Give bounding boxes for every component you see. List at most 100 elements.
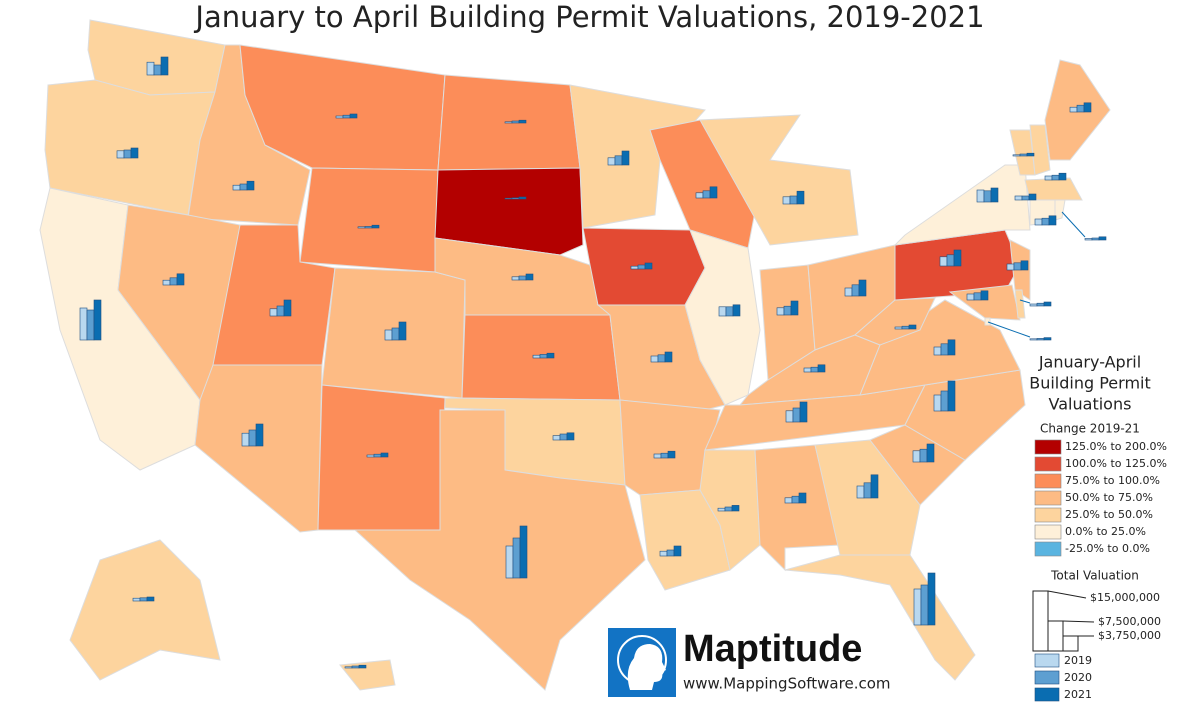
valuation-bar	[630, 265, 639, 270]
valuation-bar	[358, 664, 367, 669]
valuation-bar	[398, 321, 407, 341]
valuation-bar	[248, 429, 257, 447]
valuation-bar	[940, 343, 949, 356]
valuation-bar	[153, 64, 162, 76]
valuation-bar	[246, 180, 255, 191]
logo-name: Maptitude	[683, 628, 862, 670]
valuation-bar	[644, 262, 653, 270]
valuation-bar	[559, 433, 568, 441]
valuation-bar	[1091, 237, 1100, 241]
legend-label: -25.0% to 0.0%	[1065, 542, 1150, 555]
valuation-bar	[657, 354, 666, 363]
valuation-bar	[384, 329, 393, 341]
valuation-bar	[702, 190, 711, 199]
valuation-bar	[283, 299, 292, 317]
year-label: 2020	[1064, 671, 1092, 684]
valuation-bar	[366, 454, 375, 458]
valuation-bar	[504, 197, 513, 200]
legend-subtitle: Change 2019-21	[1040, 422, 1140, 436]
legend-title: Valuations	[1049, 395, 1132, 414]
valuation-bar	[518, 275, 527, 281]
valuation-bar	[1013, 262, 1022, 271]
valuation-bar	[512, 537, 521, 579]
valuation-bar	[139, 597, 148, 602]
valuation-bar	[607, 157, 616, 166]
valuation-bar	[79, 307, 88, 341]
valuation-bar	[1098, 236, 1107, 241]
valuation-bar	[546, 352, 555, 359]
valuation-bar	[973, 292, 982, 301]
valuation-bar	[783, 305, 792, 316]
state	[904, 369, 1026, 461]
valuation-bar	[614, 155, 623, 166]
valuation-bar	[373, 453, 382, 458]
valuation-bar	[160, 56, 169, 76]
valuation-bar	[146, 61, 155, 76]
valuation-bar	[790, 300, 799, 316]
state	[434, 167, 584, 256]
valuation-bar	[990, 187, 999, 203]
valuation-bar	[1043, 337, 1052, 341]
valuation-bar	[519, 525, 528, 579]
valuation-bar	[673, 545, 682, 557]
valuation-bar	[511, 197, 520, 200]
valuation-bar	[1019, 153, 1028, 157]
valuation-bar	[724, 506, 733, 512]
year-label: 2021	[1064, 688, 1092, 701]
valuation-bar	[863, 482, 872, 499]
valuation-bar	[241, 432, 250, 447]
valuation-bar	[731, 505, 740, 512]
legend-swatch	[1034, 456, 1062, 472]
valuation-bar	[798, 492, 807, 504]
valuation-bar	[791, 495, 800, 504]
state	[69, 539, 221, 681]
valuation-bar	[130, 147, 139, 159]
valuation-bar	[391, 327, 400, 341]
state	[1029, 124, 1051, 176]
valuation-bar	[912, 450, 921, 463]
valuation-bar	[803, 367, 812, 373]
legend-title: Building Permit	[1029, 374, 1151, 393]
valuation-bar	[1034, 218, 1043, 226]
valuation-bar	[525, 273, 534, 281]
valuation-bar	[123, 149, 132, 159]
legend-title: January-April	[1038, 353, 1141, 372]
valuation-bar	[504, 121, 513, 124]
valuation-bar	[732, 304, 741, 317]
valuation-bar	[653, 453, 662, 459]
legend-label: 0.0% to 25.0%	[1065, 525, 1146, 538]
size-leader	[1047, 590, 1087, 599]
valuation-bar	[351, 665, 360, 669]
valuation-bar	[1012, 154, 1021, 157]
state	[699, 114, 859, 246]
valuation-bar	[146, 596, 155, 602]
valuation-bar	[901, 325, 910, 330]
valuation-bar	[162, 279, 171, 286]
valuation-bar	[908, 324, 917, 330]
valuation-bar	[116, 150, 125, 159]
legend-label: 50.0% to 75.0%	[1065, 491, 1153, 504]
valuation-bar	[947, 380, 956, 412]
valuation-bar	[718, 306, 727, 317]
valuation-bar	[666, 549, 675, 557]
valuation-bar	[349, 113, 358, 119]
valuation-bar	[621, 150, 630, 166]
valuation-bar	[1036, 302, 1045, 307]
valuation-bar	[953, 249, 962, 267]
valuation-bar	[132, 597, 141, 602]
valuation-bar	[659, 550, 668, 557]
legend-swatch	[1034, 541, 1062, 557]
valuation-bar	[1036, 338, 1045, 341]
valuation-bar	[335, 115, 344, 119]
valuation-bar	[939, 256, 948, 267]
valuation-bar	[169, 277, 178, 286]
year-swatch	[1034, 653, 1060, 668]
valuation-bar	[792, 407, 801, 423]
valuation-bar	[255, 423, 264, 447]
map-title: January to April Building Permit Valuati…	[193, 0, 984, 34]
valuation-bar	[1043, 301, 1052, 307]
legend-swatch	[1034, 507, 1062, 523]
valuation-bar	[650, 355, 659, 363]
valuation-bar	[552, 435, 561, 441]
valuation-bar	[239, 183, 248, 191]
